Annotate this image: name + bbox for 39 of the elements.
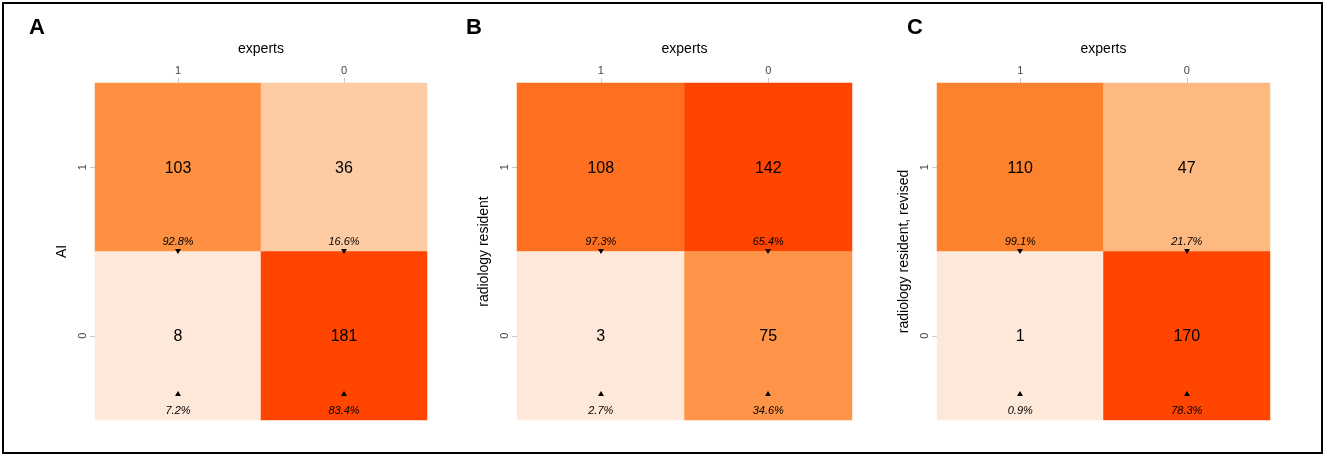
y-axis-title: AI bbox=[53, 244, 70, 259]
data-label: 8 bbox=[173, 327, 183, 345]
y-axis-title: radiology resident, revised bbox=[895, 169, 912, 334]
annotation: 0.9% bbox=[1007, 403, 1033, 416]
chart-title: B bbox=[466, 13, 482, 39]
x-tick-label: 1 bbox=[1017, 63, 1024, 76]
annotation: 16.6% bbox=[328, 235, 360, 248]
x-tick-label: 0 bbox=[765, 63, 772, 76]
annotation: 7.2% bbox=[165, 403, 191, 416]
data-label: 108 bbox=[587, 158, 615, 176]
data-label: 47 bbox=[1177, 158, 1196, 176]
annotation: 2.7% bbox=[587, 403, 614, 416]
annotation: 21.7% bbox=[1170, 235, 1203, 248]
x-tick-label: 1 bbox=[174, 63, 182, 76]
data-label: 181 bbox=[330, 327, 358, 345]
x-tick-label: 0 bbox=[340, 63, 348, 76]
annotation: 78.3% bbox=[1171, 403, 1203, 416]
data-label: 1 bbox=[1015, 327, 1025, 345]
annotation: 83.4% bbox=[328, 403, 360, 416]
data-label: 170 bbox=[1173, 327, 1201, 345]
y-axis-title: radiology resident bbox=[475, 196, 492, 307]
data-label: 103 bbox=[164, 158, 192, 176]
x-tick-label: 1 bbox=[597, 63, 604, 76]
x-axis-title: experts bbox=[661, 40, 708, 56]
data-label: 3 bbox=[596, 327, 606, 345]
annotation: 92.8% bbox=[162, 235, 194, 248]
x-tick-label: 0 bbox=[1183, 63, 1190, 76]
x-axis-title: experts bbox=[1080, 40, 1127, 56]
annotation: 99.1% bbox=[1004, 235, 1037, 248]
annotation: 97.3% bbox=[585, 235, 617, 248]
x-axis-title: experts bbox=[238, 40, 284, 56]
annotation: 65.4% bbox=[752, 235, 785, 248]
data-label: 75 bbox=[759, 327, 778, 345]
chart-title: C bbox=[907, 13, 923, 39]
data-label: 110 bbox=[1007, 158, 1034, 176]
annotation: 34.6% bbox=[752, 403, 785, 416]
data-label: 142 bbox=[754, 158, 782, 176]
data-label: 36 bbox=[335, 158, 353, 176]
chart-title: A bbox=[29, 13, 45, 39]
